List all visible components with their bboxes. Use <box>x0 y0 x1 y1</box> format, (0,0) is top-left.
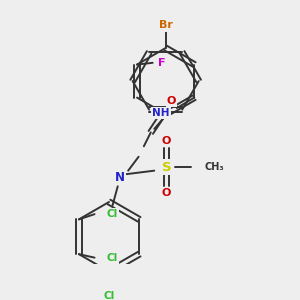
Text: NH: NH <box>152 108 170 118</box>
Text: Cl: Cl <box>107 253 118 262</box>
Text: F: F <box>158 58 165 68</box>
Text: Br: Br <box>159 20 172 30</box>
Text: Cl: Cl <box>103 291 115 300</box>
Text: CH₃: CH₃ <box>205 162 224 172</box>
Text: O: O <box>162 188 171 198</box>
Text: Cl: Cl <box>107 209 118 219</box>
Text: N: N <box>115 171 124 184</box>
Text: O: O <box>162 136 171 146</box>
Text: O: O <box>167 96 176 106</box>
Text: S: S <box>162 161 171 174</box>
